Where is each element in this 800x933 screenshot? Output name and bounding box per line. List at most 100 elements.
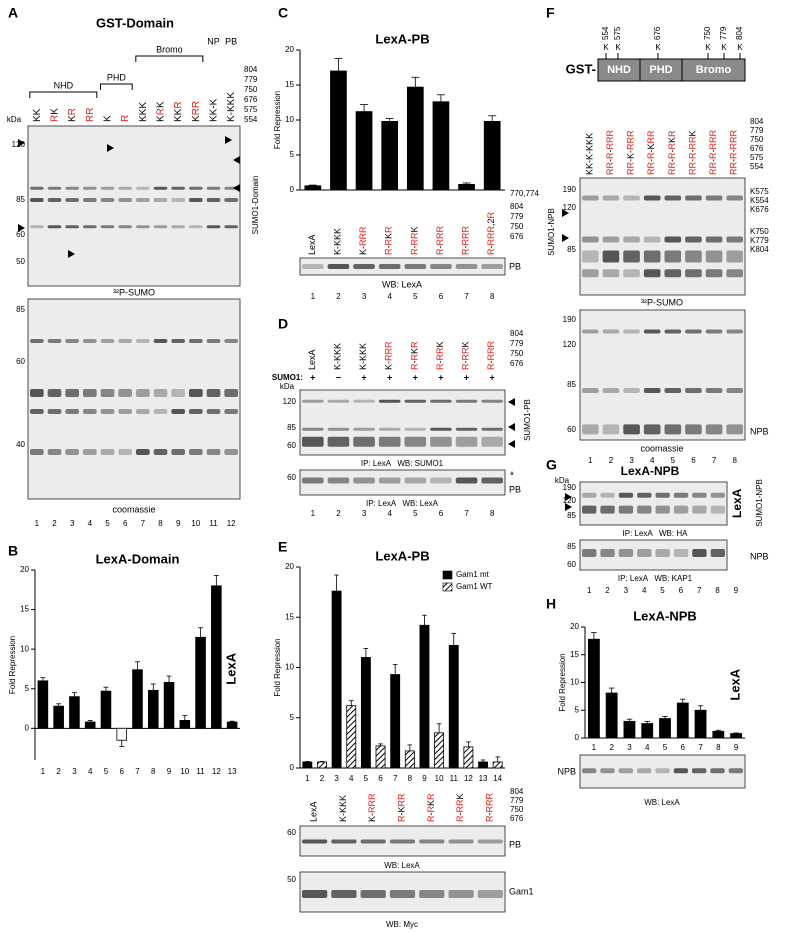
blot-caption: ³²P-SUMO [641, 297, 683, 307]
blot-caption: coomassie [640, 443, 683, 453]
label-char: - [487, 361, 497, 364]
gel-band [481, 399, 503, 403]
lane-number: 2 [605, 586, 610, 595]
site-label: 676 [510, 359, 524, 368]
construct-prefix: GST- [566, 61, 596, 76]
label-char: R [729, 162, 739, 169]
gel-band [582, 329, 599, 334]
label-char: R [485, 799, 495, 806]
gel-band [602, 424, 620, 435]
gel-band [710, 492, 725, 498]
bar [448, 644, 459, 769]
gel-band [602, 329, 620, 334]
marker-label: 50 [287, 875, 296, 884]
x-tick-label: 2 [320, 774, 325, 783]
site-label: 750 [244, 85, 258, 94]
construct-label: K-KKK [226, 92, 237, 122]
lane-number: 7 [464, 509, 469, 518]
gel-band [582, 269, 599, 278]
bar [302, 761, 313, 769]
gel-band [100, 389, 115, 397]
label-char: R [688, 162, 698, 169]
label-char: R [667, 143, 677, 150]
label-char: A [307, 349, 317, 355]
marker-label: 190 [563, 315, 577, 324]
label-char: - [368, 813, 378, 816]
gel-band [481, 427, 503, 431]
label-char: R [397, 799, 407, 806]
label-char: K [137, 115, 148, 122]
x-tick-label: R-RRR,2R [487, 211, 497, 255]
y-tick-label: 5 [25, 684, 30, 693]
label-char: K [173, 108, 184, 115]
blot-label: PB [509, 261, 521, 271]
y-tick-label: 20 [570, 622, 579, 631]
site-label: 575 [750, 153, 764, 162]
bar [211, 585, 222, 729]
site-label: 804 [510, 329, 524, 338]
gel-band [685, 250, 702, 263]
gel-band [206, 198, 221, 202]
label-char: R [410, 341, 420, 348]
label-char: R [384, 341, 394, 348]
bar [730, 733, 743, 739]
label-char: K [585, 139, 595, 145]
label-char: R [729, 130, 739, 137]
chart-title: LexA-Domain [96, 551, 180, 566]
gel-band [582, 195, 599, 201]
gel-band [353, 263, 375, 269]
label-char: R [708, 168, 718, 175]
label-char: R [708, 136, 718, 143]
label-char: - [426, 813, 436, 816]
bar [641, 723, 654, 739]
blot-caption: IP: LexA WB: LexA [366, 499, 439, 508]
gel-band [30, 198, 44, 202]
gel-band [83, 198, 97, 202]
gel-band [455, 477, 478, 484]
bar [317, 761, 327, 769]
bar [163, 682, 175, 729]
label-char: - [397, 813, 407, 816]
domain-label: NHD [607, 64, 631, 76]
gel-band [664, 195, 682, 201]
construct-label: KK-K [208, 98, 219, 122]
label-char: R [435, 226, 445, 233]
label-char: - [333, 246, 343, 249]
band-label: K779 [750, 236, 769, 245]
bar [605, 692, 618, 739]
gel-band [726, 424, 743, 435]
label-char: - [435, 246, 445, 249]
gel-band [83, 225, 97, 229]
x-tick-label: R-RKR [384, 226, 394, 255]
marker-label: 85 [16, 195, 25, 204]
site-label: 804 [510, 202, 524, 211]
panel-label: F [546, 5, 555, 21]
gel-band [705, 424, 723, 435]
label-char: - [688, 159, 698, 162]
label-char: R [487, 232, 497, 239]
x-tick-label: 13 [228, 767, 237, 776]
gel-band [100, 409, 115, 414]
label-char: - [358, 361, 368, 364]
bar [84, 721, 96, 729]
lane-number: 5 [671, 456, 676, 465]
gel-band [430, 399, 452, 403]
blot-caption: WB: LexA [382, 279, 422, 289]
gel-band [685, 269, 702, 278]
label-char: - [708, 159, 718, 162]
gel-band [623, 250, 640, 263]
site-letter: K [655, 43, 661, 52]
gel-band [582, 549, 597, 557]
construct-label: KRK [155, 101, 166, 122]
marker-label: 40 [16, 440, 25, 449]
gel-band [171, 339, 185, 343]
y-axis-label: Fold Repression [558, 653, 567, 711]
label-char: R [626, 168, 636, 175]
gel-band [360, 839, 386, 844]
blot-label: NPB [557, 766, 576, 776]
site-label: 779 [510, 212, 524, 221]
group-bracket [135, 55, 204, 62]
label-char: K [358, 364, 368, 370]
gel-band [692, 505, 707, 514]
lane-number: 4 [642, 586, 647, 595]
